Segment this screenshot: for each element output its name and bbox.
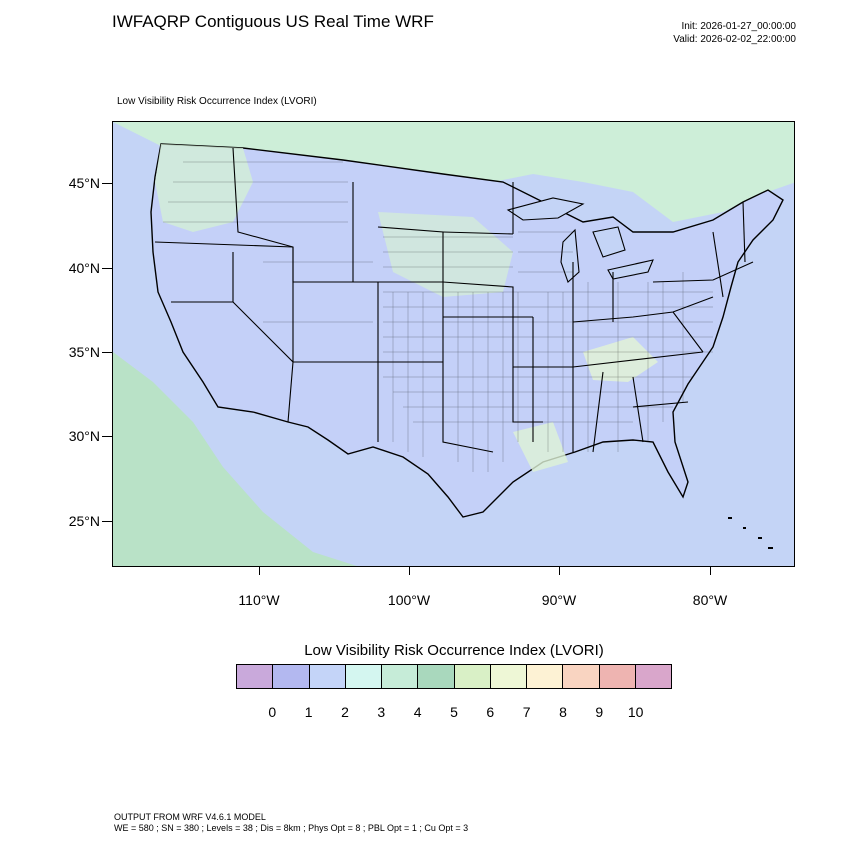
lon-label-90w: 90°W [541, 592, 577, 608]
conus-map [113, 122, 794, 566]
legend-label: 8 [559, 704, 567, 720]
legend-label: 10 [627, 704, 644, 720]
lat-tick [102, 436, 112, 437]
legend-swatch [527, 665, 564, 688]
legend-label: 0 [268, 704, 277, 720]
lat-tick [102, 268, 112, 269]
footer-model: OUTPUT FROM WRF V4.6.1 MODEL [114, 812, 266, 822]
canada-land [113, 122, 794, 222]
legend-swatch [237, 665, 274, 688]
map-panel [112, 121, 795, 567]
legend-label: 9 [595, 704, 604, 720]
lat-tick [102, 352, 112, 353]
legend-label: 4 [413, 704, 422, 720]
legend-swatch [382, 665, 419, 688]
legend-label: 2 [341, 704, 349, 720]
chart-title: IWFAQRP Contiguous US Real Time WRF [112, 12, 434, 31]
us-landmass [150, 143, 784, 518]
lon-label-80w: 80°W [692, 592, 728, 608]
lon-label-110w: 110°W [238, 592, 280, 608]
init-time: Init: 2026-01-27_00:00:00 [681, 21, 796, 32]
caribbean-islands [728, 517, 773, 549]
lon-tick [409, 567, 410, 575]
lon-label-100w: 100°W [387, 592, 431, 608]
lon-tick [259, 567, 260, 575]
lat-label-30: 30°N [68, 428, 100, 444]
legend-label: 5 [450, 704, 458, 720]
legend-swatch [599, 665, 636, 688]
legend-swatch [563, 665, 600, 688]
lat-label-25: 25°N [68, 513, 100, 529]
valid-time: Valid: 2026-02-02_22:00:00 [673, 34, 796, 45]
legend-label: 7 [522, 704, 531, 720]
delta-green [513, 422, 568, 472]
lake-huron [592, 226, 626, 258]
legend-swatch [454, 665, 491, 688]
legend-label: 3 [377, 704, 386, 720]
lat-tick [102, 183, 112, 184]
lon-tick [559, 567, 560, 575]
legend-swatch [309, 665, 346, 688]
lat-label-45: 45°N [68, 175, 100, 191]
pnw-green [155, 144, 253, 232]
map-subtitle: Low Visibility Risk Occurrence Index (LV… [117, 96, 317, 107]
color-legend-bar [236, 664, 672, 689]
legend-label: 6 [486, 704, 495, 720]
mexico-land [113, 352, 357, 566]
legend-swatch [273, 665, 310, 688]
lat-label-35: 35°N [68, 344, 100, 360]
legend-title: Low Visibility Risk Occurrence Index (LV… [304, 642, 604, 659]
legend-swatch [418, 665, 455, 688]
lon-tick [710, 567, 711, 575]
lake-superior [506, 197, 585, 221]
lake-erie [607, 259, 654, 280]
appalachia-green [583, 337, 658, 382]
legend-swatch [345, 665, 382, 688]
lat-tick [102, 521, 112, 522]
county-grid [163, 161, 713, 472]
legend-swatch [490, 665, 527, 688]
legend-swatch [635, 665, 671, 688]
state-boundaries [154, 147, 754, 453]
legend-label: 1 [304, 704, 313, 720]
lat-label-40: 40°N [68, 260, 100, 276]
footer-config: WE = 580 ; SN = 380 ; Levels = 38 ; Dis … [114, 823, 469, 833]
